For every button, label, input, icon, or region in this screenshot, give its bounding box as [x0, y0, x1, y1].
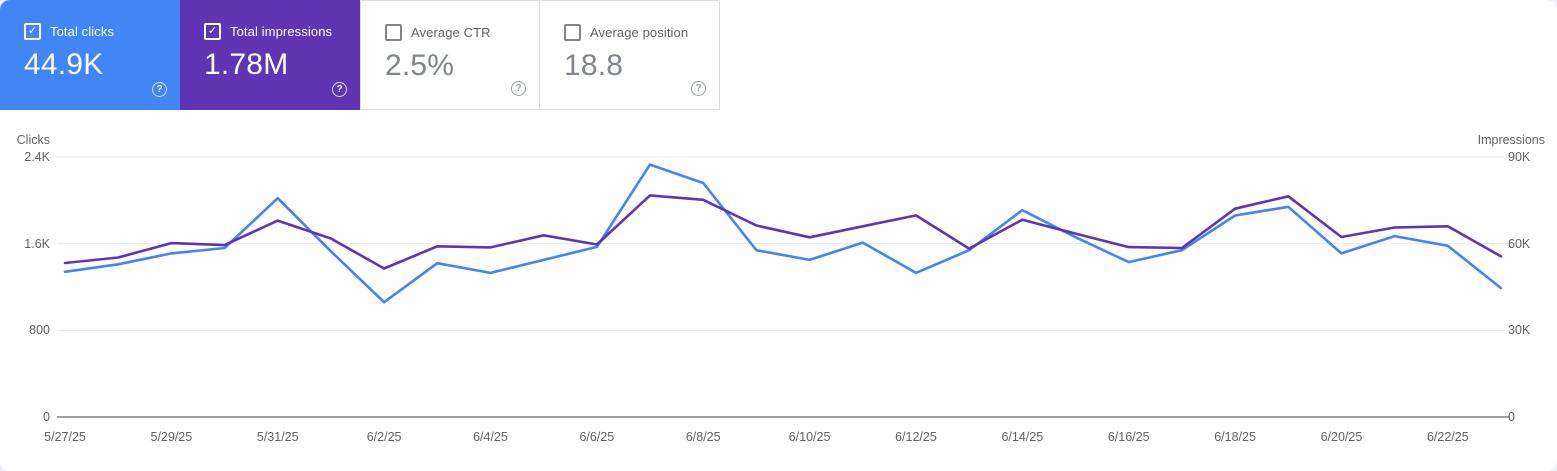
x-axis-label: 6/10/25: [788, 430, 831, 444]
metric-card-total-clicks[interactable]: ✓ Total clicks 44.9K?: [0, 0, 180, 110]
metric-card-header: ✓ Total clicks: [24, 23, 170, 40]
left-axis-title: Clicks: [16, 133, 50, 147]
metric-value: 44.9K: [24, 48, 104, 81]
help-icon[interactable]: ?: [332, 82, 347, 97]
metric-value: 18.8: [564, 49, 624, 82]
metric-card-average-position[interactable]: Average position 18.8?: [540, 0, 720, 110]
metric-cards-row: ✓ Total clicks 44.9K? ✓ Total impressions 1.7…: [0, 0, 720, 110]
checkbox-checked-total-impressions[interactable]: ✓: [204, 23, 221, 40]
x-axis-label: 6/14/25: [1001, 430, 1044, 444]
y-axis-tick-left: 2.4K: [24, 150, 50, 164]
x-axis-label: 6/6/25: [579, 430, 615, 444]
right-axis-title: Impressions: [1477, 133, 1545, 147]
y-axis-tick-left: 1.6K: [24, 236, 50, 251]
metric-value: 1.78M: [204, 48, 289, 81]
x-axis-label: 6/22/25: [1426, 430, 1469, 444]
x-axis-label: 6/20/25: [1320, 430, 1363, 444]
metric-card-average-ctr[interactable]: Average CTR 2.5%?: [360, 0, 540, 110]
metric-card-header: Average CTR: [385, 24, 529, 41]
clicks-line: [63, 163, 1503, 304]
metric-label: Average CTR: [411, 25, 491, 40]
metric-label: Average position: [590, 25, 689, 40]
metric-card-total-impressions[interactable]: ✓ Total impressions 1.78M?: [180, 0, 360, 110]
help-icon[interactable]: ?: [691, 81, 706, 96]
x-axis-label: 6/8/25: [685, 430, 721, 444]
checkbox-unchecked-average-position[interactable]: [564, 24, 581, 41]
y-axis-tick-right: 60K: [1508, 236, 1531, 251]
checkbox-unchecked-average-ctr[interactable]: [385, 24, 402, 41]
metric-value: 2.5%: [385, 49, 455, 82]
y-axis-tick-right: 0: [1508, 410, 1515, 424]
x-axis-label: 5/31/25: [256, 430, 299, 444]
x-axis-label: 5/27/25: [44, 430, 86, 444]
x-axis-label: 6/2/25: [366, 430, 402, 444]
help-icon[interactable]: ?: [152, 82, 167, 97]
y-axis-tick-right: 30K: [1508, 323, 1531, 338]
x-axis-label: 6/4/25: [473, 430, 508, 444]
x-axis-label: 5/29/25: [150, 430, 193, 444]
y-axis-tick-right: 90K: [1508, 150, 1531, 164]
metric-label: Total clicks: [50, 24, 115, 39]
metric-card-header: ✓ Total impressions: [204, 23, 350, 40]
y-axis-tick-left: 0: [43, 410, 50, 424]
metric-label: Total impressions: [230, 24, 333, 39]
x-axis-label: 6/18/25: [1214, 430, 1256, 444]
impressions-line: [63, 194, 1503, 270]
y-axis-tick-left: 800: [29, 323, 50, 338]
help-icon[interactable]: ?: [511, 81, 526, 96]
x-axis-label: 6/12/25: [895, 430, 937, 444]
checkbox-checked-total-clicks[interactable]: ✓: [24, 23, 41, 40]
x-axis-label: 6/16/25: [1107, 430, 1150, 444]
metric-card-header: Average position: [564, 24, 709, 41]
